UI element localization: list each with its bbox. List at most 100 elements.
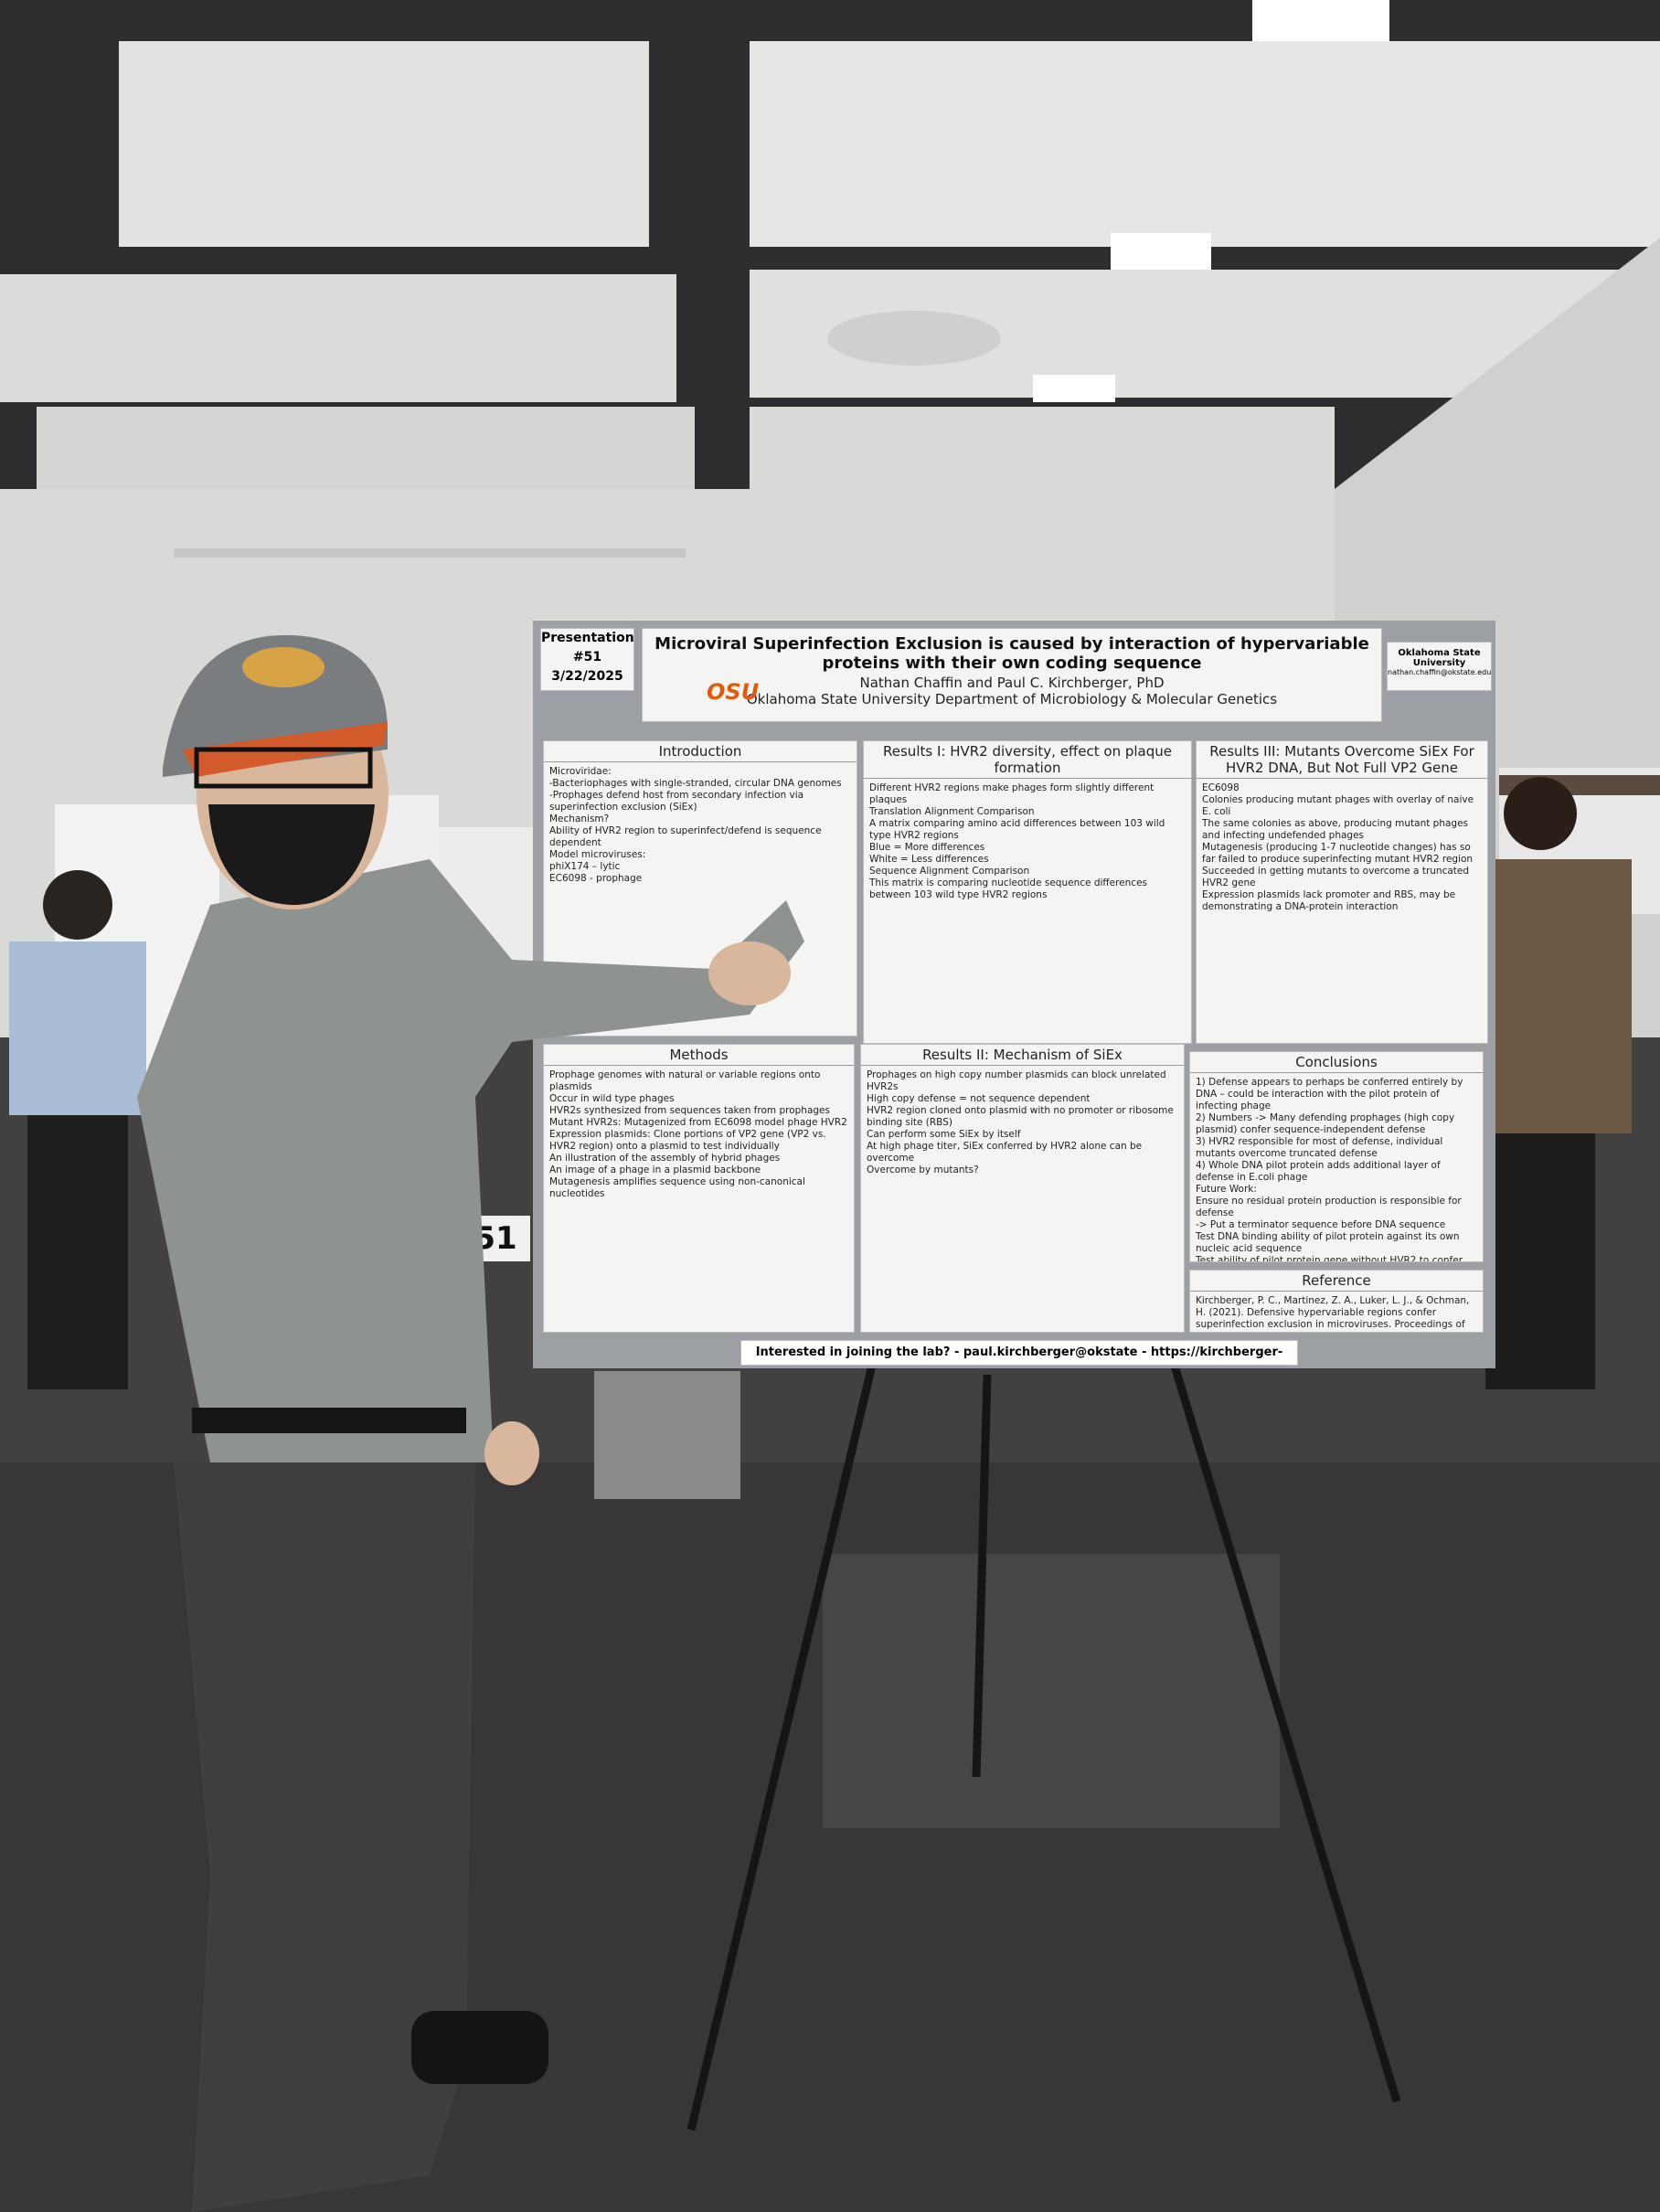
- poster-section: Results I: HVR2 diversity, effect on pla…: [863, 740, 1192, 1044]
- section-text: Test ability of pilot protein gene witho…: [1196, 1255, 1463, 1262]
- section-text: HVR2 region cloned onto plasmid with no …: [867, 1105, 1174, 1128]
- section-text: Sequence Alignment Comparison: [869, 866, 1030, 877]
- section-text: Prophages on high copy number plasmids c…: [867, 1069, 1166, 1092]
- poster-section: Reference Kirchberger, P. C., Martinez, Z…: [1189, 1270, 1484, 1333]
- ceiling-part: [0, 274, 676, 402]
- section-text: An illustration of the assembly of hybri…: [549, 1153, 781, 1164]
- section-heading: Results I: HVR2 diversity, effect on pla…: [864, 741, 1191, 779]
- poster-section: Results II: Mechanism of SiEx Prophages o…: [860, 1044, 1185, 1333]
- section-text: This matrix is comparing nucleotide sequ…: [869, 877, 1147, 900]
- poster-section: Methods Prophage genomes with natural or …: [543, 1044, 855, 1333]
- section-text: Mechanism?: [549, 814, 610, 824]
- university: Oklahoma State University: [1398, 648, 1481, 668]
- section-text: Blue = More differences: [869, 842, 985, 853]
- section-text: Ensure no residual protein production is…: [1196, 1196, 1462, 1218]
- ceiling-part: [1033, 375, 1115, 402]
- section-text: White = Less differences: [869, 854, 989, 865]
- presentation-date: 3/22/2025: [551, 669, 623, 684]
- presentation-box: Presentation #51 3/22/2025: [540, 628, 634, 691]
- section-heading: Methods: [544, 1045, 854, 1066]
- background-people-part: [9, 941, 146, 1115]
- footer: Interested in joining the lab? - paul.ki…: [740, 1340, 1298, 1366]
- section-text: The same colonies as above, producing mu…: [1202, 818, 1469, 841]
- section-text: Microviridae:: [549, 766, 612, 777]
- ceiling-part: [827, 311, 1001, 366]
- background-people-part: [27, 1115, 128, 1389]
- email: nathan.chaffin@okstate.edu: [1388, 668, 1492, 676]
- section-text: Prophage genomes with natural or variabl…: [549, 1069, 821, 1092]
- poster-section: Introduction Microviridae: -Bacteriophages…: [543, 740, 857, 1037]
- ceiling-part: [750, 407, 1335, 489]
- section-text: Mutagenesis (producing 1-7 nucleotide ch…: [1202, 842, 1474, 865]
- university-box: Oklahoma State University nathan.chaffin…: [1387, 642, 1492, 691]
- section-text: Future Work:: [1196, 1184, 1257, 1195]
- background-posters-part: [439, 827, 539, 964]
- section-text: At high phage titer, SiEx conferred by H…: [867, 1141, 1143, 1164]
- section-text: Mutagenesis amplifies sequence using non…: [549, 1176, 805, 1199]
- section-text: -Bacteriophages with single-stranded, ci…: [549, 778, 842, 789]
- section-text: Colonies producing mutant phages with ov…: [1202, 794, 1474, 817]
- header-box: Microviral Superinfection Exclusion is c…: [642, 628, 1382, 722]
- section-heading: Reference: [1190, 1271, 1483, 1292]
- floor-part: [823, 1554, 1280, 1828]
- section-text: Expression plasmids lack promoter and RB…: [1202, 889, 1456, 912]
- section-text: Different HVR2 regions make phages form …: [869, 782, 1155, 805]
- ceiling-part: [750, 41, 1660, 247]
- section-text: Occur in wild type phages: [549, 1093, 675, 1104]
- section-text: 4) Whole DNA pilot protein adds addition…: [1196, 1160, 1441, 1183]
- poster-title: Microviral Superinfection Exclusion is c…: [654, 634, 1369, 673]
- section-text: 1) Defense appears to perhaps be conferr…: [1196, 1077, 1463, 1111]
- section-text: EC6098: [1202, 782, 1240, 793]
- affiliation: Oklahoma State University Department of …: [746, 691, 1278, 707]
- ceiling: [0, 0, 1660, 494]
- ceiling-part: [37, 407, 695, 489]
- presentation-label: Presentation: [541, 631, 634, 645]
- section-text: -Prophages defend host from secondary in…: [549, 790, 804, 813]
- background-posters-part: [347, 795, 439, 1015]
- ceiling-part: [1111, 233, 1211, 270]
- section-text: -> Put a terminator sequence before DNA …: [1196, 1219, 1446, 1230]
- section-text: Test DNA binding ability of pilot protei…: [1196, 1231, 1460, 1254]
- section-text: 2) Numbers -> Many defending prophages (…: [1196, 1112, 1455, 1135]
- authors: Nathan Chaffin and Paul C. Kirchberger, …: [859, 675, 1165, 691]
- background-people-part: [1485, 1133, 1595, 1389]
- wall-part: [174, 548, 686, 558]
- section-heading: Results III: Mutants Overcome SiEx For H…: [1197, 741, 1487, 779]
- section-text: phiX174 – lytic: [549, 861, 621, 872]
- background-people-part: [1485, 859, 1632, 1133]
- section-text: Kirchberger, P. C., Martinez, Z. A., Luk…: [1196, 1295, 1470, 1332]
- section-text: An image of a phage in a plasmid backbon…: [549, 1164, 761, 1175]
- section-text: Expression plasmids: Clone portions of V…: [549, 1129, 826, 1152]
- section-text: Overcome by mutants?: [867, 1164, 979, 1175]
- section-heading: Conclusions: [1190, 1052, 1483, 1073]
- ceiling-part: [119, 41, 649, 247]
- section-heading: Introduction: [544, 741, 857, 762]
- logo: OSU: [707, 679, 760, 705]
- easel-part: [1166, 1352, 1401, 2103]
- booth-number: 51: [474, 1220, 516, 1257]
- section-text: Can perform some SiEx by itself: [867, 1129, 1021, 1140]
- section-text: Mutant HVR2s: Mutagenized from EC6098 mo…: [549, 1117, 847, 1128]
- background-people-part: [43, 870, 112, 940]
- easel-part: [972, 1374, 992, 1778]
- easel-part: [686, 1352, 879, 2132]
- section-text: Succeeded in getting mutants to overcome…: [1202, 866, 1470, 888]
- background-people-part: [1504, 777, 1577, 850]
- section-text: Translation Alignment Comparison: [869, 806, 1035, 817]
- section-text: A matrix comparing amino acid difference…: [869, 818, 1165, 841]
- ceiling-part: [1252, 0, 1389, 41]
- section-text: High copy defense = not sequence depende…: [867, 1093, 1091, 1104]
- section-heading: Results II: Mechanism of SiEx: [861, 1045, 1184, 1066]
- section-text: Model microviruses:: [549, 849, 646, 860]
- section-text: HVR2s synthesized from sequences taken f…: [549, 1105, 830, 1116]
- poster-section: Results III: Mutants Overcome SiEx For H…: [1196, 740, 1488, 1044]
- section-text: 3) HVR2 responsible for most of defense,…: [1196, 1136, 1443, 1159]
- section-text: Ability of HVR2 region to superinfect/de…: [549, 825, 822, 848]
- presentation-number: #51: [572, 650, 602, 665]
- section-text: EC6098 - prophage: [549, 873, 643, 884]
- poster-section: Conclusions 1) Defense appears to perhaps…: [1189, 1051, 1484, 1262]
- easel: [686, 1352, 1401, 2132]
- background-people-part: [594, 1371, 740, 1499]
